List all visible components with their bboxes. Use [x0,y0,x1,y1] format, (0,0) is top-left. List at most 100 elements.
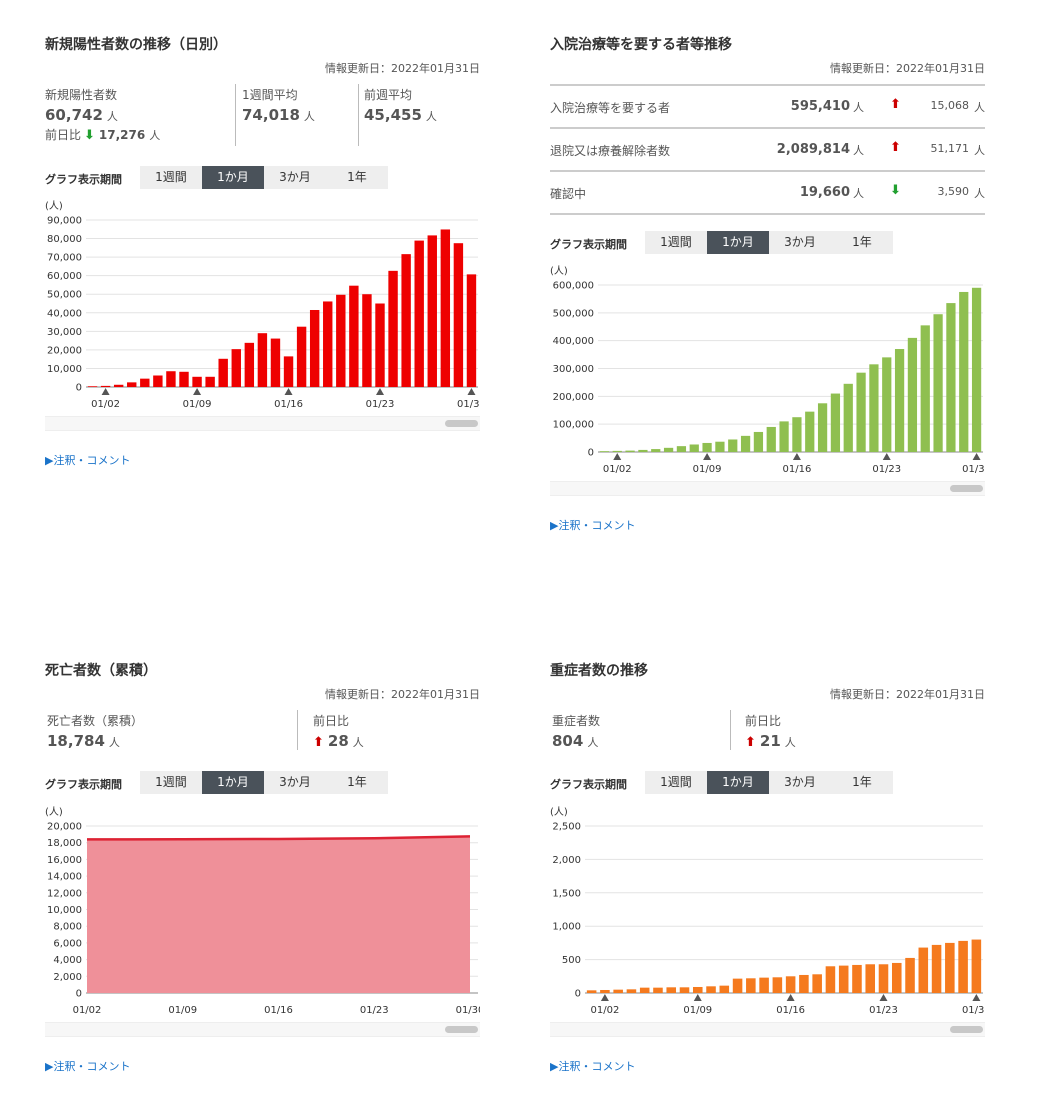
x-tick-label: 01/02 [73,1005,102,1016]
period-3months-button[interactable]: 3か月 [279,170,311,184]
period-3months-button[interactable]: 3か月 [279,775,311,789]
bar [905,957,915,993]
x-tick-label: 01/02 [603,464,632,475]
bar [401,254,411,387]
x-tick-label: 01/23 [869,1005,898,1016]
bar [865,964,876,993]
note-link[interactable]: ▶注釈・コメント [550,519,636,532]
x-tick-label: 01/23 [366,399,395,410]
bar [453,243,464,387]
bar [931,944,942,993]
note-link[interactable]: ▶注釈・コメント [45,454,131,467]
period-1week-button[interactable]: 1週間 [155,775,187,789]
bar [653,987,663,993]
bar [869,364,879,452]
note-link[interactable]: ▶注釈・コメント [45,1060,131,1073]
y-unit-label: (人) [45,806,63,818]
note-link[interactable]: ▶注釈・コメント [550,1060,636,1073]
bar [805,411,815,452]
bar [362,294,372,387]
bar [891,962,902,993]
diff-value: 28 [327,732,349,750]
bar [838,965,849,993]
unit-label: 人 [149,129,161,142]
area-fill [87,836,470,993]
period-selector: 1週間 1か月 3か月 1年 [140,166,388,189]
y-tick-label: 0 [76,989,82,1000]
y-tick-label: 20,000 [47,822,82,833]
period-3months-button[interactable]: 3か月 [784,775,816,789]
period-1month-button[interactable]: 1か月 [202,166,264,189]
period-1week-button[interactable]: 1週間 [660,775,692,789]
chart-scrollbar[interactable] [45,1022,480,1037]
period-1year-button[interactable]: 1年 [347,775,367,789]
bar [933,314,943,452]
y-tick-label: 10,000 [47,364,82,375]
scroll-thumb[interactable] [445,420,478,427]
x-tick-marker [193,388,202,395]
scroll-thumb[interactable] [950,1026,983,1033]
bar [663,447,674,452]
chart-scrollbar[interactable] [45,416,480,431]
panel-new-cases: 新規陽性者数の推移（日別） 情報更新日：2022年01月31日 新規陽性者数 6… [45,34,480,474]
unit-label: 人 [303,110,315,123]
update-date: 情報更新日：2022年01月31日 [830,62,985,75]
bar [715,441,725,452]
y-tick-label: 10,000 [47,905,82,916]
y-tick-label: 2,000 [552,855,581,866]
y-tick-label: 12,000 [47,888,82,899]
update-date: 情報更新日：2022年01月31日 [830,688,985,701]
period-1year-button[interactable]: 1年 [347,170,367,184]
bar [878,964,889,993]
x-tick-marker [972,994,981,1001]
period-1month-button[interactable]: 1か月 [707,771,769,794]
period-label: グラフ表示期間 [550,238,627,251]
x-tick-marker [693,994,702,1001]
period-selector: 1週間 1か月 3か月 1年 [140,771,388,794]
stat-prev-week-average: 前週平均 45,455 人 [364,86,437,124]
bar [257,333,268,387]
x-tick-label: 01/02 [91,399,120,410]
period-1month-button[interactable]: 1か月 [202,771,264,794]
period-1week-button[interactable]: 1週間 [660,235,692,249]
x-tick-label: 01/30 [456,1005,480,1016]
scroll-thumb[interactable] [950,485,983,492]
unit-label: 人 [587,736,599,749]
chart-scrollbar[interactable] [550,1022,985,1037]
chart-deaths: (人) 0 2,000 4,000 6,000 8,000 10,000 12,000 14,0… [45,806,480,1016]
y-tick-label: 500,000 [553,308,594,319]
arrow-down-icon: ⬇ [84,128,95,143]
bar [375,303,385,387]
x-tick-marker [284,388,293,395]
row-value: 2,089,814 [776,142,850,157]
unit-label: 人 [352,736,364,749]
arrow-up-icon: ⬆ [313,735,324,750]
period-1year-button[interactable]: 1年 [852,235,872,249]
panel-title: 入院治療等を要する者等推移 [550,37,732,53]
bar [666,987,677,993]
divider [235,84,236,146]
bar [626,989,637,993]
chart-scrollbar[interactable] [550,481,985,496]
update-date: 情報更新日：2022年01月31日 [325,62,480,75]
panel-deaths: 死亡者数（累積） 情報更新日：2022年01月31日 死亡者数（累積） 18,7… [45,660,480,1080]
period-1week-button[interactable]: 1週間 [155,170,187,184]
panel-title: 死亡者数（累積） [45,663,157,679]
bar [466,274,477,387]
y-tick-label: 600,000 [553,281,594,292]
period-1month-button[interactable]: 1か月 [707,231,769,254]
x-tick-label: 01/30 [962,1005,985,1016]
row-diff: 51,171 [930,142,970,155]
bar [971,939,982,993]
scroll-thumb[interactable] [445,1026,478,1033]
bar [799,974,809,993]
bar [231,349,241,387]
y-tick-label: 0 [575,989,581,1000]
bar [140,378,150,387]
y-tick-label: 40,000 [47,308,82,319]
period-3months-button[interactable]: 3か月 [784,235,816,249]
period-1year-button[interactable]: 1年 [852,775,872,789]
bar [651,449,661,452]
unit-label: 人 [425,110,437,123]
x-tick-label: 01/16 [776,1005,805,1016]
